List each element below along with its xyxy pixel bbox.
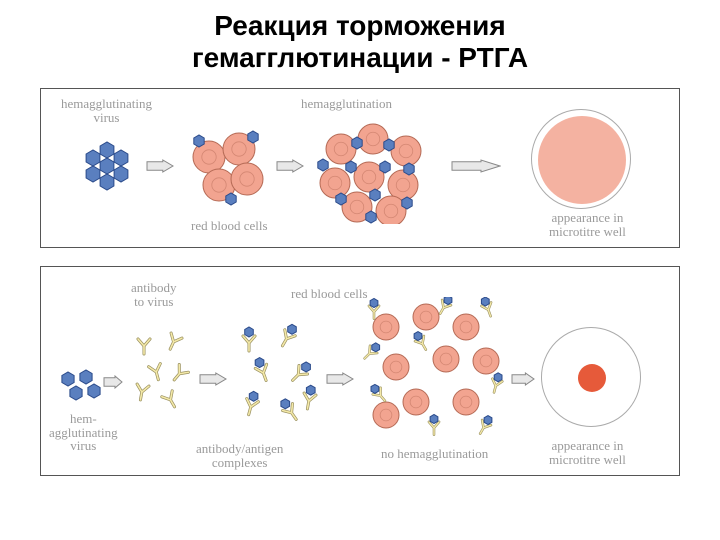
well-positive-inner xyxy=(538,116,626,204)
title-line2: гемагглютинации - РТГА xyxy=(40,42,680,74)
well-negative xyxy=(541,327,641,427)
label-appearance-p2: appearance in microtitre well xyxy=(549,439,626,466)
diagram-figure: hemagglutinating virus hemagglutination … xyxy=(40,88,680,476)
label-nohemagg-p2: no hemagglutination xyxy=(381,447,488,461)
virus-cluster-icon xyxy=(76,139,138,194)
panel-inhibition: antibody to virus hem- agglutinating vir… xyxy=(40,266,680,476)
agglutinated-p1 xyxy=(311,119,441,224)
label-appearance-p1: appearance in microtitre well xyxy=(549,211,626,238)
label-antibody-p2: antibody to virus xyxy=(131,281,177,308)
well-positive xyxy=(531,109,631,209)
rbc-cluster-icon xyxy=(181,127,271,212)
virus-cluster-p2-icon xyxy=(56,367,104,407)
panel-hemagglutination: hemagglutinating virus hemagglutination … xyxy=(40,88,680,248)
label-virus-p1: hemagglutinating virus xyxy=(61,97,152,124)
nohemagg-icon xyxy=(356,297,511,442)
virus-cluster-p1 xyxy=(76,139,138,194)
complexes-stage xyxy=(229,322,324,437)
virus-cluster-p2 xyxy=(56,367,104,407)
antibody-cluster xyxy=(126,327,196,415)
label-hemagg-p1: hemagglutination xyxy=(301,97,392,111)
arrow-p2-2 xyxy=(326,372,354,386)
arrow-p2-0 xyxy=(103,375,123,389)
label-complexes-p2: antibody/antigen complexes xyxy=(196,442,283,469)
well-negative-inner xyxy=(578,364,606,392)
arrow-p2-1 xyxy=(199,372,227,386)
arrow-p1-1 xyxy=(146,159,174,173)
arrow-p1-3 xyxy=(451,159,501,173)
label-rbc-p1: red blood cells xyxy=(191,219,268,233)
complexes-icon xyxy=(229,322,324,437)
rbc-cluster-p1 xyxy=(181,127,271,212)
antibody-cluster-icon xyxy=(126,327,196,415)
agglutinated-icon xyxy=(311,119,441,224)
nohemagg-stage xyxy=(356,297,511,442)
label-virus-p2: hem- agglutinating virus xyxy=(49,412,118,453)
title-line1: Реакция торможения xyxy=(40,10,680,42)
arrow-p2-3 xyxy=(511,372,535,386)
arrow-p1-2 xyxy=(276,159,304,173)
page-title: Реакция торможения гемагглютинации - РТГ… xyxy=(0,0,720,78)
